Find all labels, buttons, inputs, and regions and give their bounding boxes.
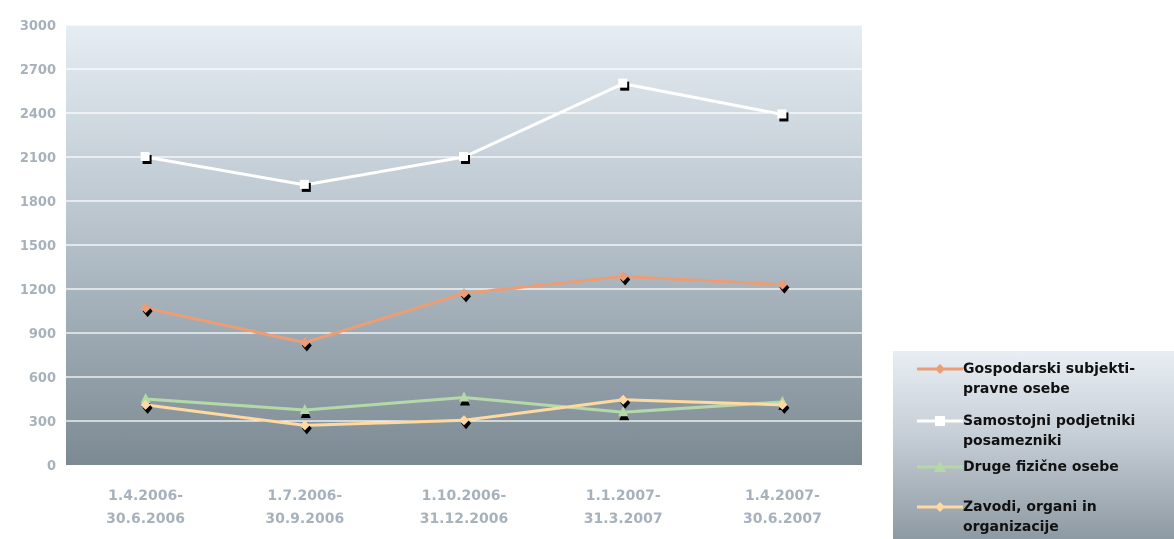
data-point	[140, 393, 151, 403]
data-point	[299, 179, 309, 189]
legend-label-line: Zavodi, organi in	[963, 499, 1097, 515]
data-point	[140, 303, 151, 314]
legend-label-line: Druge fizične osebe	[963, 459, 1119, 475]
data-point	[140, 399, 151, 410]
legend-label: Gospodarski subjekti-pravne osebe	[963, 359, 1173, 399]
y-tick-label: 2700	[20, 63, 56, 78]
data-point	[777, 109, 787, 119]
data-point	[777, 279, 788, 290]
y-tick-label: 3000	[20, 19, 56, 34]
legend-label: Zavodi, organi in organizacije	[963, 497, 1173, 537]
legend-label: Druge fizične osebe	[963, 457, 1173, 477]
x-tick-label: 1.1.2007-31.3.2007	[584, 488, 663, 527]
legend-symbol	[917, 416, 963, 426]
x-tick-label: 1.4.2006-30.6.2006	[106, 488, 185, 527]
x-tick-label: 1.10.2006-31.12.2006	[420, 488, 509, 527]
data-point	[299, 420, 310, 431]
y-tick-label: 0	[47, 459, 56, 474]
data-point	[140, 152, 150, 161]
legend-symbol	[917, 461, 963, 472]
data-point	[459, 391, 469, 402]
data-point	[299, 404, 310, 414]
y-tick-label: 1500	[20, 239, 56, 254]
data-point	[777, 399, 788, 410]
y-tick-label: 300	[29, 415, 56, 430]
y-tick-label: 900	[29, 327, 56, 342]
data-point	[459, 415, 469, 426]
data-point	[618, 78, 628, 88]
legend-label-line: posamezniki	[963, 433, 1062, 449]
x-tick-label: 1.7.2006-30.9.2006	[265, 488, 344, 527]
legend-label-line: pravne osebe	[963, 381, 1070, 397]
y-tick-label: 600	[29, 371, 56, 386]
legend-label-line: organizacije	[963, 519, 1059, 535]
data-point	[618, 406, 629, 417]
y-tick-label: 2100	[20, 151, 56, 166]
data-point	[618, 271, 629, 282]
x-tick-label: 1.4.2007-30.6.2007	[743, 488, 822, 527]
data-point	[459, 288, 469, 299]
y-tick-label: 1200	[20, 283, 56, 298]
legend: Gospodarski subjekti-pravne osebe Samosto…	[893, 351, 1174, 539]
legend-symbol	[917, 502, 963, 512]
legend-label-line: Samostojni podjetniki	[963, 413, 1136, 429]
legend-label: Samostojni podjetniki posamezniki	[963, 411, 1173, 451]
data-point	[459, 152, 468, 161]
data-point	[618, 394, 629, 405]
y-tick-label: 2400	[20, 107, 56, 122]
legend-symbol	[917, 364, 963, 374]
data-point	[299, 337, 310, 348]
y-tick-label: 1800	[20, 195, 56, 210]
legend-label-line: Gospodarski subjekti-	[963, 361, 1135, 377]
